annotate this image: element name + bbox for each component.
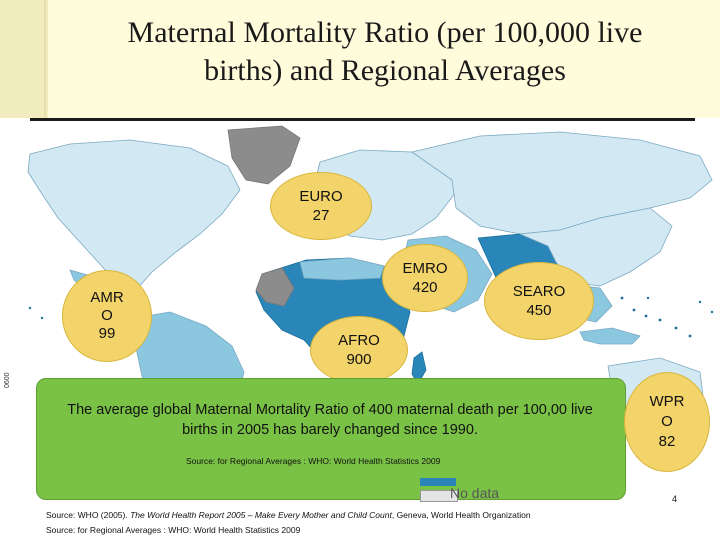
source-line-1: Source: WHO (2005). The World Health Rep… [46,508,531,523]
legend-label-no-data: No data [450,485,500,501]
wpro-line-2: O [661,413,673,430]
region-bubble-searo: SEARO 450 [484,262,594,340]
source1-report-title: The World Health Report 2005 – Make Ever… [130,510,392,520]
title-band [0,0,720,118]
amro-line-2: O [101,307,113,324]
north-africa [299,257,385,281]
euro-code: EURO [299,188,343,205]
map-side-code: 0600 [4,372,11,388]
emro-value: 420 [412,279,438,296]
north-asia [411,131,713,235]
searo-code: SEARO [512,283,566,300]
region-bubble-amro: AMR O 99 [62,270,152,362]
callout-text: The average global Maternal Mortality Ra… [67,402,593,438]
region-bubble-emro: EMRO 420 [382,244,468,312]
pacific-islands [28,296,714,338]
amro-line-3: 99 [98,325,116,342]
title-line-2: births) and Regional Averages [204,54,566,87]
source-line-2: Source: for Regional Averages : WHO: Wor… [46,525,301,535]
title-rule [30,118,695,121]
source1-suffix: , Geneva, World Health Organization [391,510,531,520]
greenland [227,125,301,185]
footer-sources: Source: WHO (2005). The World Health Rep… [46,508,531,538]
callout-source: Source: for Regional Averages : WHO: Wor… [186,456,441,466]
slide-title: Maternal Mortality Ratio (per 100,000 li… [60,14,710,90]
wpro-line-3: 82 [658,433,676,450]
west-africa-no-data [255,267,295,307]
north-america [27,139,241,291]
amro-line-1: AMR [90,289,124,306]
euro-value: 27 [312,207,330,224]
afro-code: AFRO [338,332,380,349]
searo-value: 450 [526,302,552,319]
wpro-line-1: WPR [649,393,685,410]
title-accent-bar [0,0,48,118]
indonesia [579,327,641,345]
madagascar [411,351,427,385]
afro-value: 900 [346,351,372,368]
title-line-1: Maternal Mortality Ratio (per 100,000 li… [127,16,643,49]
region-bubble-wpro: WPR O 82 [624,372,710,472]
legend-swatch-no-data [420,490,458,502]
east-asia [519,207,673,287]
source1-prefix: Source: WHO (2005). [46,510,131,520]
region-bubble-afro: AFRO 900 [310,316,408,384]
page-number: 4 [672,494,678,504]
emro-code: EMRO [402,260,448,277]
legend-swatch-high [420,478,456,486]
map-legend: No data [414,472,500,502]
summary-callout [36,378,626,500]
title-accent-line [44,0,46,118]
region-bubble-euro: EURO 27 [270,172,372,240]
